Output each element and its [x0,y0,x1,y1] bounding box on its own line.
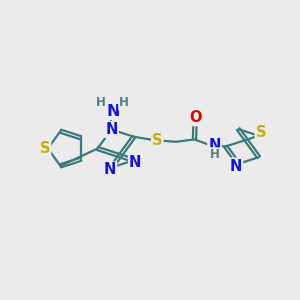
Text: H: H [209,148,219,161]
Text: N: N [230,159,242,174]
Text: N: N [129,155,142,170]
Text: S: S [152,133,163,148]
Text: H: H [96,97,106,110]
Text: N: N [105,122,118,137]
Text: N: N [104,162,116,177]
Text: N: N [208,138,221,153]
Text: S: S [256,125,266,140]
Text: H: H [119,97,129,110]
Text: N: N [107,104,120,119]
Text: S: S [40,141,50,156]
Text: O: O [189,110,201,125]
